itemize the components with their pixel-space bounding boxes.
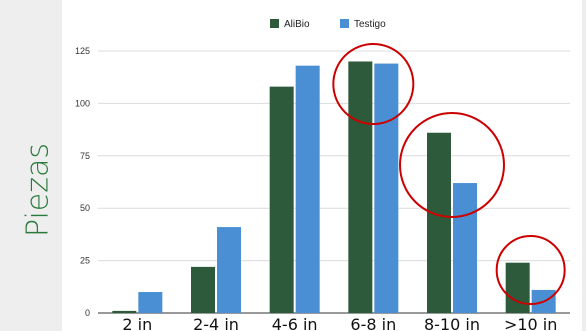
- bar-alibio-2: [269, 86, 294, 313]
- bar-testigo-0: [138, 292, 163, 313]
- legend-swatch-testigo: [340, 19, 349, 28]
- bar-alibio-1: [191, 266, 215, 313]
- y-tick-label-100: 100: [75, 98, 90, 108]
- x-tick-label-4: 8-10 in: [424, 315, 480, 331]
- x-tick-label-1: 2-4 in: [193, 315, 239, 331]
- x-tick-label-3: 6-8 in: [350, 315, 396, 331]
- bar-testigo-1: [217, 227, 241, 313]
- x-tick-label-5: >10 in: [504, 315, 557, 331]
- x-tick-label-2: 4-6 in: [272, 315, 318, 331]
- highlight-circle-0: [332, 43, 415, 125]
- y-tick-label-50: 50: [80, 203, 90, 213]
- highlight-circle-1: [399, 112, 505, 218]
- y-axis-label: Piezas: [20, 143, 56, 237]
- legend-label-testigo: Testigo: [354, 19, 386, 30]
- bar-alibio-5: [505, 262, 530, 313]
- bar-alibio-3: [348, 61, 373, 314]
- highlight-circle-2: [495, 235, 566, 305]
- y-tick-label-125: 125: [75, 46, 90, 56]
- legend-swatch-alibio: [270, 19, 279, 28]
- y-tick-label-0: 0: [85, 308, 90, 318]
- bar-testigo-4: [453, 183, 477, 313]
- y-tick-label-75: 75: [80, 151, 90, 161]
- bar-alibio-4: [427, 132, 451, 313]
- y-tick-label-25: 25: [80, 256, 90, 266]
- bar-alibio-0: [112, 310, 137, 313]
- x-tick-label-0: 2 in: [122, 315, 152, 331]
- bar-testigo-3: [374, 63, 399, 313]
- bar-testigo-2: [295, 65, 320, 313]
- legend-label-alibio: AliBio: [284, 19, 310, 30]
- chart-card: 0 25 50 75 100 125 2 in 2-4 in 4-6 in 6-8 in 8-10 …: [62, 0, 582, 331]
- bar-chart: 0 25 50 75 100 125 2 in 2-4 in 4-6 in 6-8 in 8-10 …: [75, 19, 570, 331]
